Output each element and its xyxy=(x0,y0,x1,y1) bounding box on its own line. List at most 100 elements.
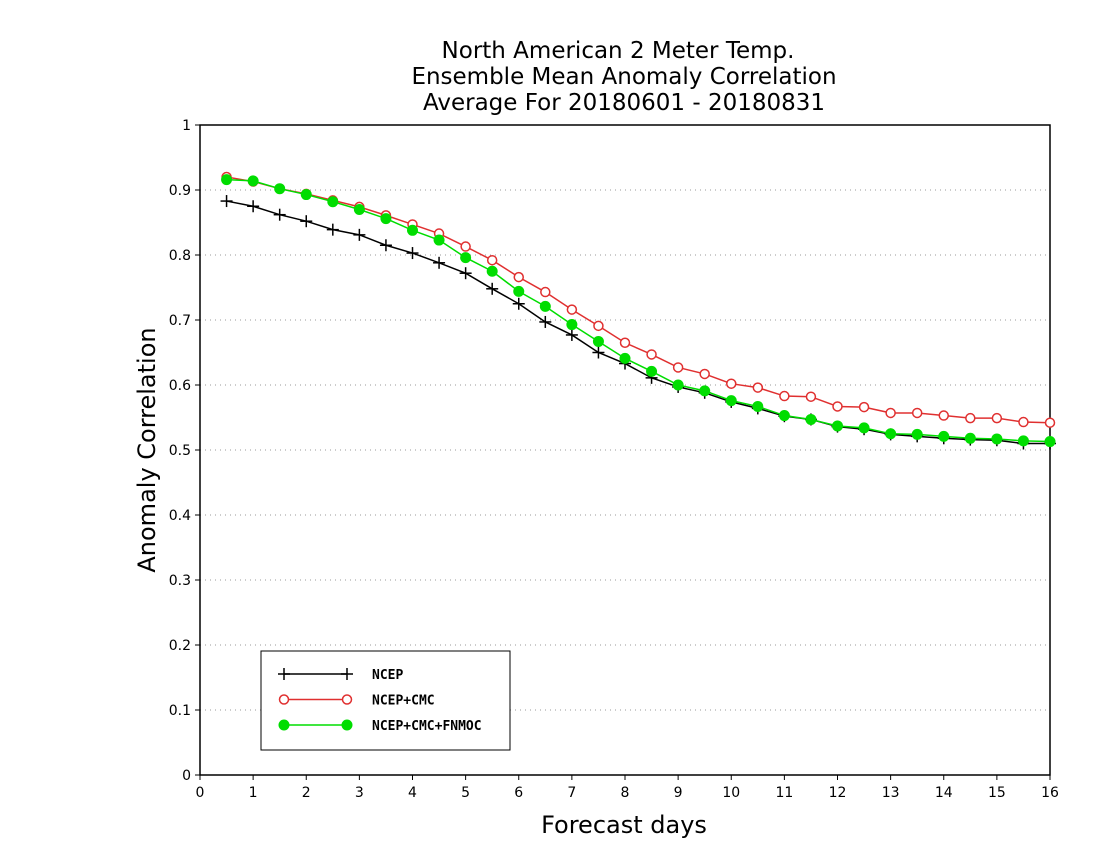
x-tick-label: 9 xyxy=(674,785,683,801)
legend-label: NCEP xyxy=(372,668,403,683)
data-point xyxy=(341,719,353,731)
data-point xyxy=(566,319,578,331)
data-point xyxy=(592,335,604,347)
y-tick-label: 1 xyxy=(182,118,191,134)
x-tick-label: 12 xyxy=(829,785,847,801)
data-point xyxy=(486,254,498,266)
y-tick-label: 0.4 xyxy=(169,508,191,524)
data-point xyxy=(779,390,790,402)
x-tick-label: 6 xyxy=(514,785,523,801)
data-point xyxy=(433,234,445,246)
data-point xyxy=(353,204,365,215)
data-point xyxy=(220,195,233,208)
x-tick-label: 10 xyxy=(722,785,740,801)
data-point xyxy=(1017,435,1029,447)
data-point xyxy=(512,297,525,310)
data-point xyxy=(221,174,233,186)
data-point xyxy=(726,378,737,389)
x-tick-label: 15 xyxy=(988,785,1006,801)
data-point xyxy=(911,428,923,440)
series-ncep-cmc xyxy=(221,171,1056,428)
y-tick-label: 0.2 xyxy=(169,638,191,654)
series-layer xyxy=(220,171,1056,450)
legend: NCEP NCEP+CMC NCEP+CMC+FNMOC xyxy=(260,650,511,751)
data-point xyxy=(672,379,684,391)
x-tick-label: 5 xyxy=(461,785,470,801)
title-line-2: Ensemble Mean Anomaly Correlation xyxy=(411,64,836,90)
data-point xyxy=(486,265,498,277)
gridlines xyxy=(200,189,1050,711)
data-point xyxy=(646,349,657,360)
data-point xyxy=(379,239,392,252)
chart-title: North American 2 Meter Temp. Ensemble Me… xyxy=(411,38,836,116)
data-point xyxy=(327,196,339,208)
data-point xyxy=(699,385,711,397)
data-point xyxy=(407,224,418,236)
data-point xyxy=(699,368,710,380)
data-point xyxy=(486,282,499,295)
x-tick-label: 2 xyxy=(302,785,311,801)
data-point xyxy=(565,328,578,341)
title-line-3: Average For 20180601 - 20180831 xyxy=(423,90,825,116)
data-point xyxy=(911,407,923,419)
data-point xyxy=(725,395,737,407)
data-point xyxy=(832,401,843,412)
data-point xyxy=(273,208,286,221)
data-point xyxy=(752,400,764,412)
data-point xyxy=(380,213,392,225)
data-point xyxy=(247,175,259,187)
legend-entry: NCEP+CMC+FNMOC xyxy=(278,719,482,734)
data-point xyxy=(1044,436,1056,448)
data-point xyxy=(460,252,472,264)
data-point xyxy=(858,401,870,413)
y-axis-title: Anomaly Correlation xyxy=(133,327,161,572)
data-point xyxy=(592,346,605,359)
y-tick-label: 0.9 xyxy=(169,183,191,199)
data-point xyxy=(513,271,524,283)
title-line-1: North American 2 Meter Temp. xyxy=(442,38,795,64)
y-tick-label: 0.5 xyxy=(169,443,191,459)
y-tick-label: 0.3 xyxy=(169,573,191,589)
data-point xyxy=(406,247,419,260)
series-ncep xyxy=(220,195,1056,450)
x-tick-label: 13 xyxy=(882,785,900,801)
data-point xyxy=(619,337,631,348)
legend-label: NCEP+CMC+FNMOC xyxy=(372,719,482,734)
data-point xyxy=(353,228,366,241)
data-point xyxy=(1044,417,1056,428)
data-point xyxy=(341,668,353,680)
legend-box xyxy=(260,650,511,751)
series-ncep-cmc-fnmoc xyxy=(221,174,1056,448)
x-tick-label: 14 xyxy=(935,785,953,801)
data-point xyxy=(672,362,684,373)
data-point xyxy=(832,420,843,432)
data-point xyxy=(539,315,552,328)
data-point xyxy=(300,189,312,201)
x-axis-title: Forecast days xyxy=(541,811,707,839)
data-point xyxy=(778,410,790,422)
data-point xyxy=(274,183,286,195)
y-tick-label: 0 xyxy=(182,768,191,784)
x-tick-label: 11 xyxy=(775,785,793,801)
data-point xyxy=(460,241,471,252)
x-tick-label: 4 xyxy=(408,785,417,801)
data-point xyxy=(593,320,604,332)
legend-label: NCEP+CMC xyxy=(372,694,435,709)
legend-entry: NCEP xyxy=(278,668,403,683)
series-line xyxy=(226,176,1051,424)
data-point xyxy=(646,365,658,377)
data-point xyxy=(278,719,290,731)
data-point xyxy=(752,382,764,393)
y-tick-label: 0.7 xyxy=(169,313,191,329)
x-tick-label: 7 xyxy=(567,785,576,801)
data-point xyxy=(805,391,817,402)
data-point xyxy=(885,407,896,419)
data-point xyxy=(300,215,313,228)
x-tick-label: 3 xyxy=(355,785,364,801)
data-point xyxy=(341,694,353,705)
legend-entry: NCEP+CMC xyxy=(278,694,435,709)
x-tick-label: 0 xyxy=(196,785,205,801)
series-line xyxy=(226,178,1051,443)
data-point xyxy=(965,412,976,424)
